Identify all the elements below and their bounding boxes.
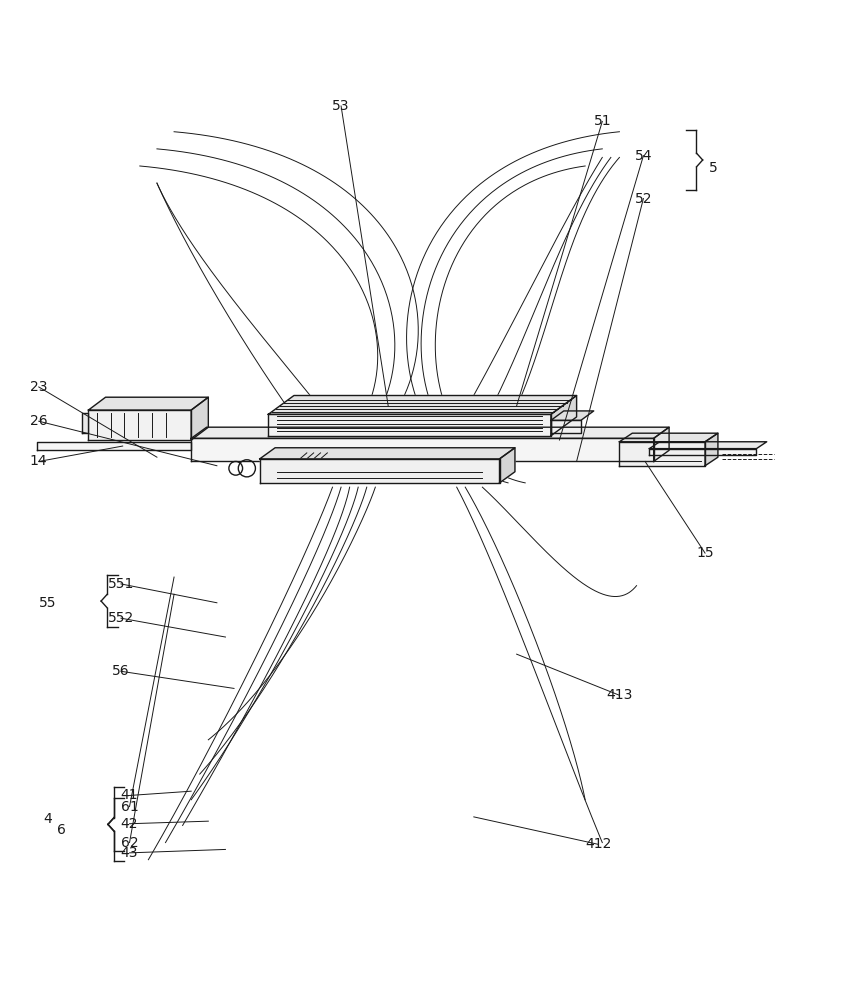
Polygon shape [191,438,653,461]
Text: 412: 412 [584,837,610,851]
Text: 15: 15 [696,546,713,560]
Polygon shape [191,397,208,440]
Text: 51: 51 [592,114,610,128]
Polygon shape [268,396,576,414]
Polygon shape [89,410,191,440]
Polygon shape [259,459,499,483]
Polygon shape [191,427,668,438]
Polygon shape [550,420,580,433]
Text: 43: 43 [121,846,138,860]
Polygon shape [259,448,514,459]
Polygon shape [550,411,593,420]
Polygon shape [704,433,717,466]
Polygon shape [619,442,704,466]
Text: 42: 42 [121,817,138,831]
Text: 56: 56 [112,664,130,678]
Text: 14: 14 [30,454,47,468]
Text: 55: 55 [39,596,56,610]
Text: 26: 26 [30,414,47,428]
Text: 5: 5 [709,161,717,175]
Text: 552: 552 [108,611,134,625]
Text: 41: 41 [121,788,138,802]
Polygon shape [82,413,89,433]
Polygon shape [648,449,756,455]
Text: 52: 52 [634,192,652,206]
Polygon shape [550,396,576,436]
Text: 62: 62 [121,836,138,850]
Text: 4: 4 [43,812,52,826]
Text: 6: 6 [57,823,65,837]
Polygon shape [619,433,717,442]
Polygon shape [268,414,550,436]
Text: 413: 413 [605,688,632,702]
Polygon shape [653,427,668,461]
Polygon shape [499,448,514,483]
Text: 54: 54 [634,149,652,163]
Polygon shape [89,397,208,410]
Polygon shape [37,442,191,450]
Text: 53: 53 [332,99,350,113]
Text: 61: 61 [121,800,139,814]
Text: 23: 23 [30,380,47,394]
Text: 551: 551 [108,577,134,591]
Polygon shape [648,442,765,449]
